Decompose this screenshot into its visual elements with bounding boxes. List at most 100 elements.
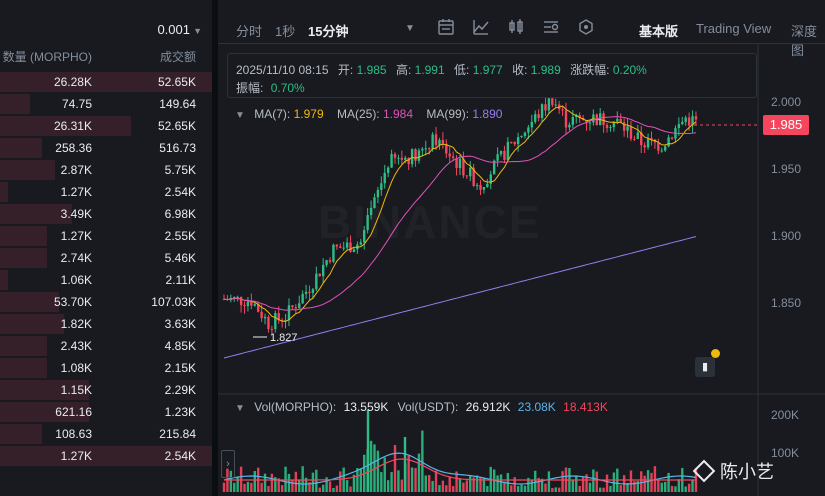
last-price-tag: 1.985 — [763, 115, 809, 135]
row-total: 2.55K — [164, 229, 196, 243]
candle-body — [441, 139, 445, 144]
volume-bar — [537, 477, 540, 492]
tab-time-line[interactable]: 分时 — [236, 24, 263, 39]
order-book-rows: 26.28K 52.65K 74.75 149.64 26.31K 52.65K 258.3… — [0, 71, 212, 467]
volume-bar — [400, 479, 404, 492]
candle-body — [585, 119, 588, 123]
row-total: 2.54K — [164, 449, 196, 463]
ma7-value: 1.979 — [293, 107, 324, 121]
volume-bar — [445, 485, 448, 492]
candle-body — [363, 230, 366, 243]
change-label: 涨跌幅: — [570, 63, 610, 77]
order-book-row[interactable]: 26.31K 52.65K — [0, 115, 212, 137]
volume-bar — [551, 487, 554, 492]
candle-body — [530, 121, 533, 128]
order-book-row[interactable]: 2.43K 4.85K — [0, 335, 212, 357]
candle-body — [561, 109, 564, 111]
candle-body — [670, 137, 674, 139]
change-value: 0.20% — [612, 63, 647, 77]
volume-bar — [315, 469, 318, 492]
candle-body — [451, 156, 455, 159]
collapse-icon[interactable]: ▼ — [235, 110, 245, 121]
trade-marker-icon[interactable]: ▮ — [695, 357, 715, 377]
volume-bar — [691, 480, 694, 492]
indicator-settings-icon[interactable] — [542, 18, 560, 36]
notification-dot — [711, 349, 720, 358]
candle-body — [616, 118, 619, 122]
candlestick-icon[interactable] — [507, 18, 525, 36]
candle-body — [489, 174, 492, 184]
tab-1s[interactable]: 1秒 — [275, 24, 296, 39]
interval-dropdown-icon[interactable]: ▼ — [405, 23, 415, 34]
vol-usdt-a: 23.08K — [517, 400, 556, 414]
order-book-row[interactable]: 74.75 149.64 — [0, 93, 212, 115]
volume-bar — [458, 478, 462, 492]
precision-select[interactable]: 0.001 ▼ — [0, 12, 212, 42]
candle-body — [564, 110, 568, 128]
amount-header: 数量 (MORPHO) — [2, 50, 92, 64]
order-book-row[interactable]: 1.82K 3.63K — [0, 313, 212, 335]
candle-body — [506, 141, 510, 160]
candle-body — [308, 291, 311, 293]
volume-bar — [311, 472, 315, 492]
order-book-row[interactable]: 1.08K 2.15K — [0, 357, 212, 379]
candle-body — [527, 127, 530, 133]
candle-body — [294, 307, 298, 309]
order-book-row[interactable]: 2.87K 5.75K — [0, 159, 212, 181]
tab-depth[interactable]: 深度图 — [791, 24, 818, 58]
candle-body — [475, 184, 479, 186]
candle-body — [516, 136, 520, 145]
volume-bar — [410, 467, 414, 492]
amplitude-label: 振幅: — [236, 81, 264, 95]
ma25-line — [223, 116, 697, 311]
volume-bar — [530, 480, 533, 492]
order-book-row[interactable]: 1.27K 2.54K — [0, 181, 212, 203]
tab-15m[interactable]: 15分钟 — [308, 24, 349, 39]
volume-bar — [482, 477, 486, 492]
candle-body — [568, 124, 571, 128]
volume-bar — [588, 482, 592, 492]
candle-body — [605, 124, 609, 129]
volume-bar — [304, 477, 308, 492]
candle-body — [315, 273, 318, 290]
order-book-row[interactable]: 53.70K 107.03K — [0, 291, 212, 313]
order-book-row[interactable]: 1.27K 2.55K — [0, 225, 212, 247]
volume-bar — [455, 471, 458, 492]
hexagon-settings-icon[interactable] — [577, 18, 595, 36]
volume-bar — [687, 483, 691, 492]
row-total: 516.73 — [159, 141, 196, 155]
line-chart-icon[interactable] — [472, 18, 490, 36]
collapse-icon[interactable]: ▼ — [235, 403, 245, 414]
row-amount: 74.75 — [61, 97, 92, 111]
volume-bar — [352, 474, 356, 492]
order-book-row[interactable]: 621.16 1.23K — [0, 401, 212, 423]
order-book-row[interactable]: 1.27K 2.54K — [0, 445, 212, 467]
tab-tradingview[interactable]: Trading View — [696, 21, 772, 36]
volume-bar — [321, 484, 325, 492]
candle-body — [328, 260, 332, 262]
order-book-row[interactable]: 1.15K 2.29K — [0, 379, 212, 401]
high-value: 1.991 — [414, 63, 445, 77]
order-book-row[interactable]: 26.28K 52.65K — [0, 71, 212, 93]
order-book-row[interactable]: 108.63 215.84 — [0, 423, 212, 445]
row-total: 3.63K — [164, 317, 196, 331]
candle-body — [588, 122, 592, 124]
panel-splitter[interactable] — [212, 0, 218, 496]
candle-body — [681, 121, 684, 125]
order-book-row[interactable]: 1.06K 2.11K — [0, 269, 212, 291]
expand-button[interactable]: › — [221, 450, 235, 478]
vol-usdt-ma-line — [223, 452, 697, 485]
volume-bar — [602, 487, 605, 492]
tab-basic[interactable]: 基本版 — [639, 24, 679, 39]
candle-body — [434, 134, 438, 145]
order-book-row[interactable]: 2.74K 5.46K — [0, 247, 212, 269]
volume-bar — [633, 481, 636, 492]
candle-body — [287, 305, 291, 321]
order-book-row[interactable]: 258.36 516.73 — [0, 137, 212, 159]
candle-body — [633, 138, 636, 140]
volume-bar — [356, 468, 359, 492]
row-total: 52.65K — [157, 75, 196, 89]
order-book-row[interactable]: 3.49K 6.98K — [0, 203, 212, 225]
calendar-icon[interactable] — [437, 18, 455, 36]
